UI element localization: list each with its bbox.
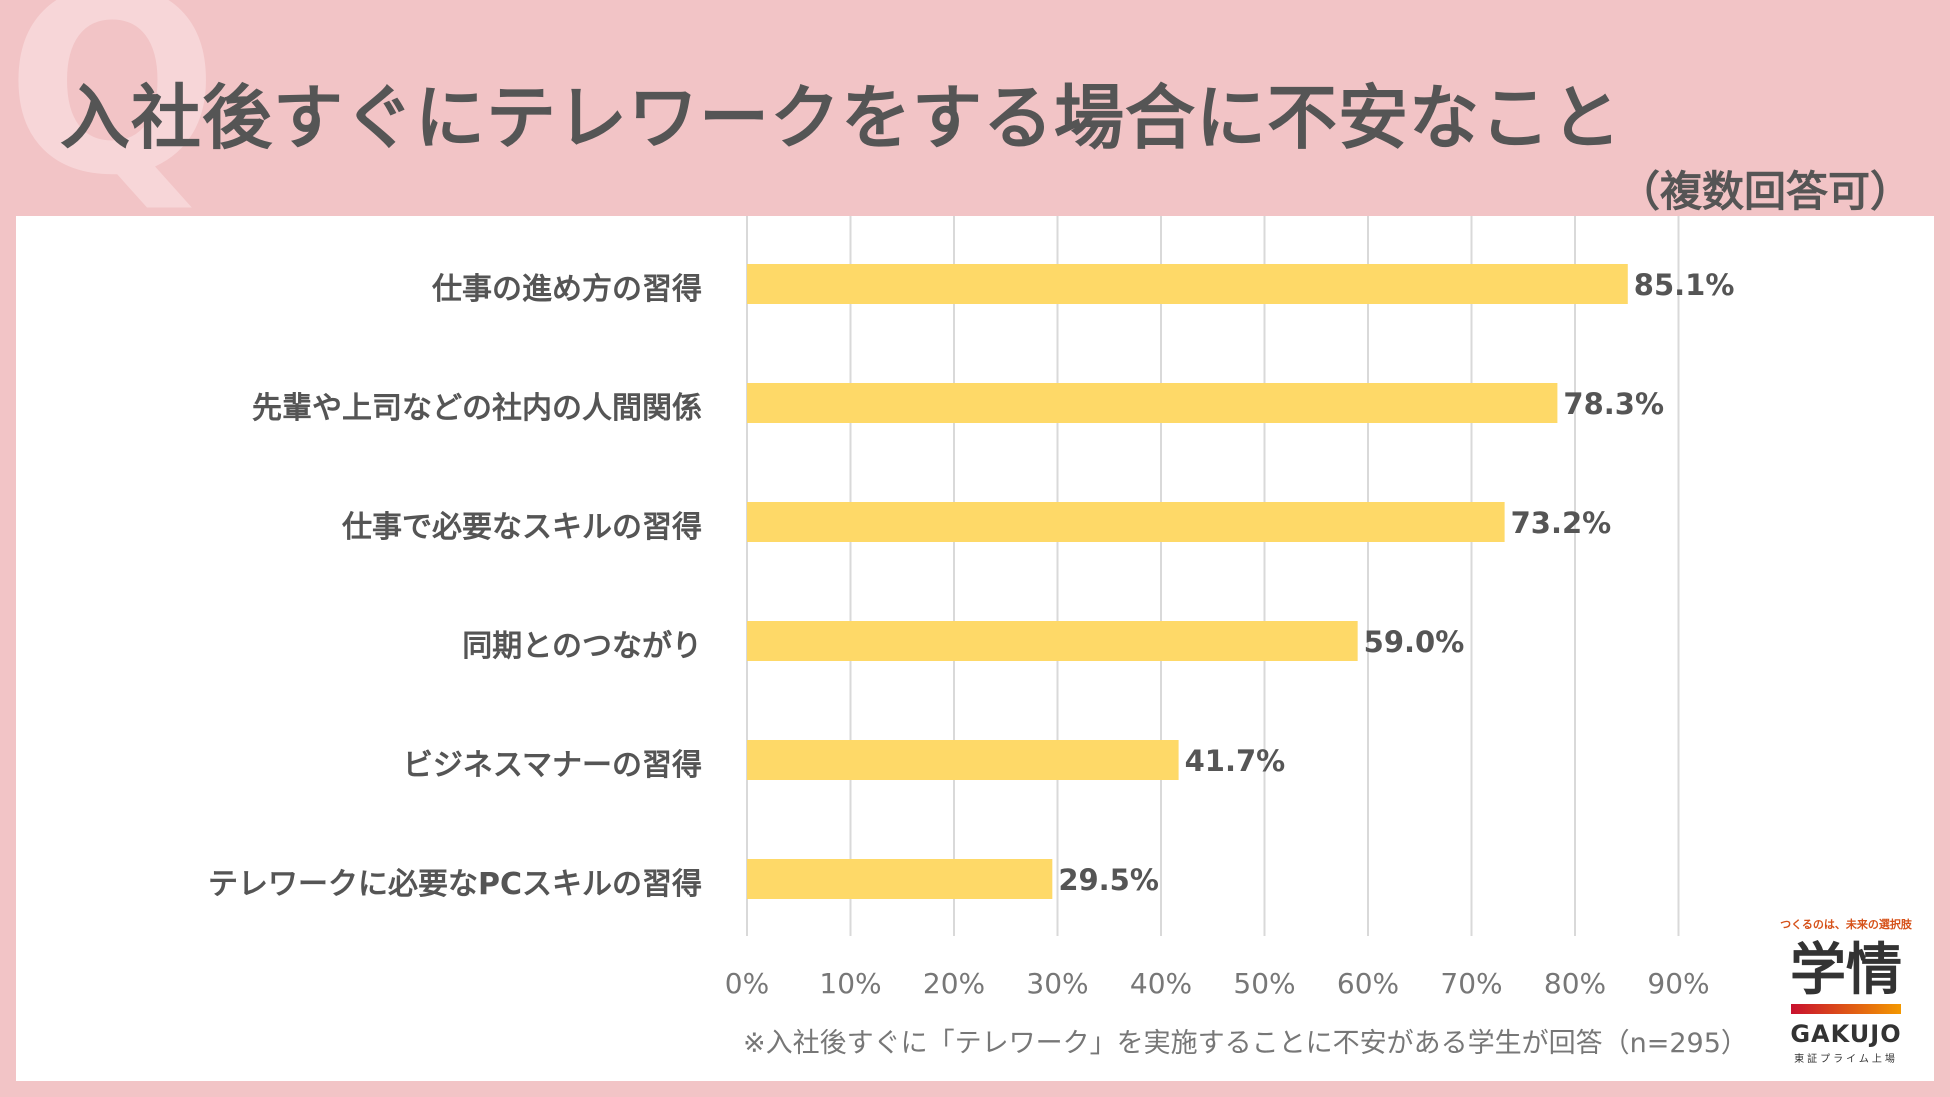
bar: [747, 264, 1628, 304]
value-label: 59.0%: [1364, 625, 1465, 659]
value-label: 85.1%: [1634, 268, 1735, 302]
gakujo-logo: つくるのは、未来の選択肢 学情 GAKUJO 東証プライム上場: [1761, 916, 1931, 1065]
category-label: テレワークに必要なPCスキルの習得: [207, 867, 702, 902]
category-label: ビジネスマナーの習得: [402, 748, 702, 783]
logo-color-bar: [1791, 1003, 1901, 1014]
x-tick-label: 80%: [1544, 967, 1606, 1000]
x-tick-label: 30%: [1026, 967, 1088, 1000]
logo-name-jp: 学情: [1790, 938, 1902, 1003]
x-tick-label: 70%: [1440, 967, 1502, 1000]
x-tick-label: 50%: [1233, 967, 1295, 1000]
category-label: 先輩や上司などの社内の人間関係: [252, 391, 702, 426]
bar: [747, 502, 1505, 542]
x-tick-label: 40%: [1130, 967, 1192, 1000]
value-label: 73.2%: [1511, 506, 1612, 540]
chart-panel: 0% 10% 20% 30% 40% 50% 60% 70% 80% 90% 85.1% 78.3% 7…: [16, 216, 1934, 1081]
bar: [747, 383, 1558, 423]
bar: [747, 859, 1053, 899]
x-tick-label: 90%: [1647, 967, 1709, 1000]
value-label: 78.3%: [1563, 387, 1664, 421]
bar: [747, 740, 1179, 780]
bar-chart: 0% 10% 20% 30% 40% 50% 60% 70% 80% 90% 85.1% 78.3% 7…: [725, 216, 1735, 1000]
value-label: 29.5%: [1058, 863, 1159, 897]
category-label: 仕事の進め方の習得: [432, 272, 702, 307]
footnote: ※入社後すぐに「テレワーク」を実施することに不安がある学生が回答（n=295）: [743, 1028, 1748, 1059]
q-decoration-icon: Q: [6, 0, 219, 230]
logo-tagline: つくるのは、未来の選択肢: [1780, 918, 1912, 931]
page-title: 入社後すぐにテレワークをする場合に不安なこと: [60, 77, 1622, 159]
bar: [747, 621, 1358, 661]
x-tick-label: 20%: [923, 967, 985, 1000]
category-label: 同期とのつながり: [462, 629, 702, 664]
logo-name-en: GAKUJO: [1790, 1019, 1902, 1048]
value-label: 41.7%: [1185, 744, 1286, 778]
x-tick-label: 60%: [1337, 967, 1399, 1000]
logo-listing: 東証プライム上場: [1794, 1053, 1898, 1065]
page-subtitle: （複数回答可）: [1617, 167, 1912, 216]
x-tick-label: 10%: [819, 967, 881, 1000]
category-label: 仕事で必要なスキルの習得: [342, 510, 702, 545]
x-tick-label: 0%: [725, 967, 769, 1000]
